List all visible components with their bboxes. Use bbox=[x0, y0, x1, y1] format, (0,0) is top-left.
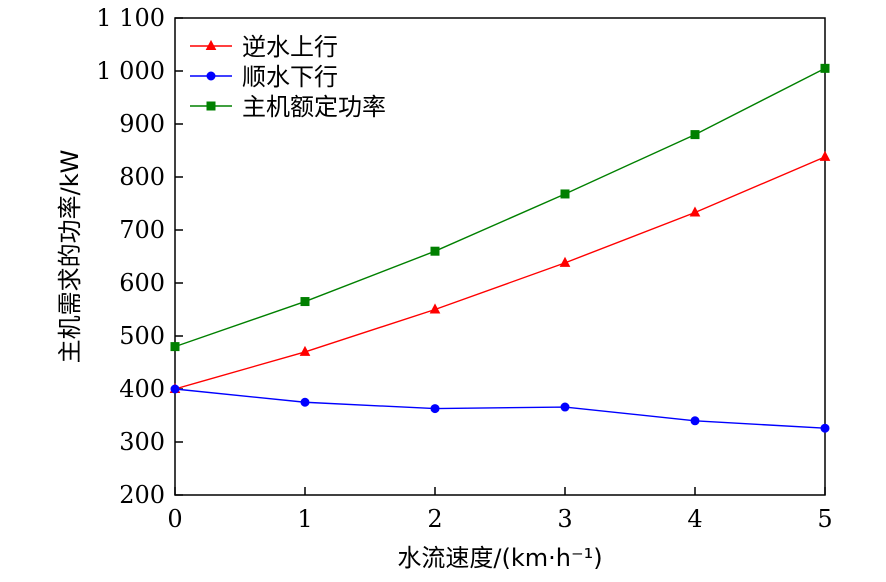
plot-frame bbox=[174, 17, 826, 496]
data-point bbox=[820, 423, 830, 433]
x-axis: 0 1 2 3 4 5 bbox=[167, 487, 833, 533]
x-tick-label: 2 bbox=[427, 505, 442, 533]
y-tick-label: 300 bbox=[119, 428, 165, 456]
data-point bbox=[690, 130, 700, 140]
y-tick-label: 700 bbox=[119, 216, 165, 244]
legend-entry: 顺水下行 bbox=[190, 63, 338, 91]
data-point bbox=[820, 63, 830, 73]
x-tick-label: 5 bbox=[817, 505, 832, 533]
y-tick-label: 800 bbox=[119, 163, 165, 191]
series-3 bbox=[170, 63, 830, 352]
series-line bbox=[174, 67, 826, 348]
x-tick-label: 4 bbox=[687, 505, 702, 533]
y-tick-label: 600 bbox=[119, 269, 165, 297]
data-point bbox=[560, 189, 570, 199]
data-point bbox=[429, 303, 441, 314]
legend-label: 逆水上行 bbox=[242, 33, 338, 61]
series-2 bbox=[170, 384, 830, 433]
x-axis-title: 水流速度/(km·h⁻¹) bbox=[397, 544, 602, 572]
data-point bbox=[300, 297, 310, 307]
y-tick-label: 400 bbox=[119, 375, 165, 403]
y-axis-title: 主机需求的功率/kW bbox=[56, 150, 84, 364]
data-point bbox=[170, 342, 180, 352]
data-point bbox=[559, 256, 571, 267]
series-line bbox=[174, 388, 826, 429]
data-point bbox=[299, 345, 311, 356]
plot-border bbox=[174, 17, 826, 496]
x-tick-label: 3 bbox=[557, 505, 572, 533]
legend-marker bbox=[206, 71, 216, 81]
y-tick-label: 200 bbox=[119, 481, 165, 509]
legend-entry: 逆水上行 bbox=[190, 33, 338, 61]
legend-marker bbox=[205, 39, 217, 50]
series-layer bbox=[169, 63, 831, 433]
data-point bbox=[819, 150, 831, 161]
data-point bbox=[690, 416, 700, 426]
x-tick-label: 1 bbox=[297, 505, 312, 533]
legend-label: 主机额定功率 bbox=[242, 93, 386, 121]
legend-marker bbox=[206, 101, 216, 111]
series-line bbox=[174, 156, 826, 390]
data-point bbox=[170, 384, 180, 394]
series-1 bbox=[169, 150, 831, 393]
data-point bbox=[300, 397, 310, 407]
data-point bbox=[560, 402, 570, 412]
y-tick-label: 500 bbox=[119, 322, 165, 350]
legend-entry: 主机额定功率 bbox=[190, 93, 386, 121]
legend-label: 顺水下行 bbox=[242, 63, 338, 91]
y-tick-label: 900 bbox=[119, 110, 165, 138]
y-axis: 200 300 400 500 600 700 800 900 1 000 1 100 bbox=[96, 4, 183, 509]
y-tick-label: 1 100 bbox=[96, 4, 165, 32]
y-tick-label: 1 000 bbox=[96, 57, 165, 85]
data-point bbox=[689, 206, 701, 217]
data-point bbox=[430, 404, 440, 414]
x-tick-label: 0 bbox=[167, 505, 182, 533]
data-point bbox=[430, 246, 440, 256]
